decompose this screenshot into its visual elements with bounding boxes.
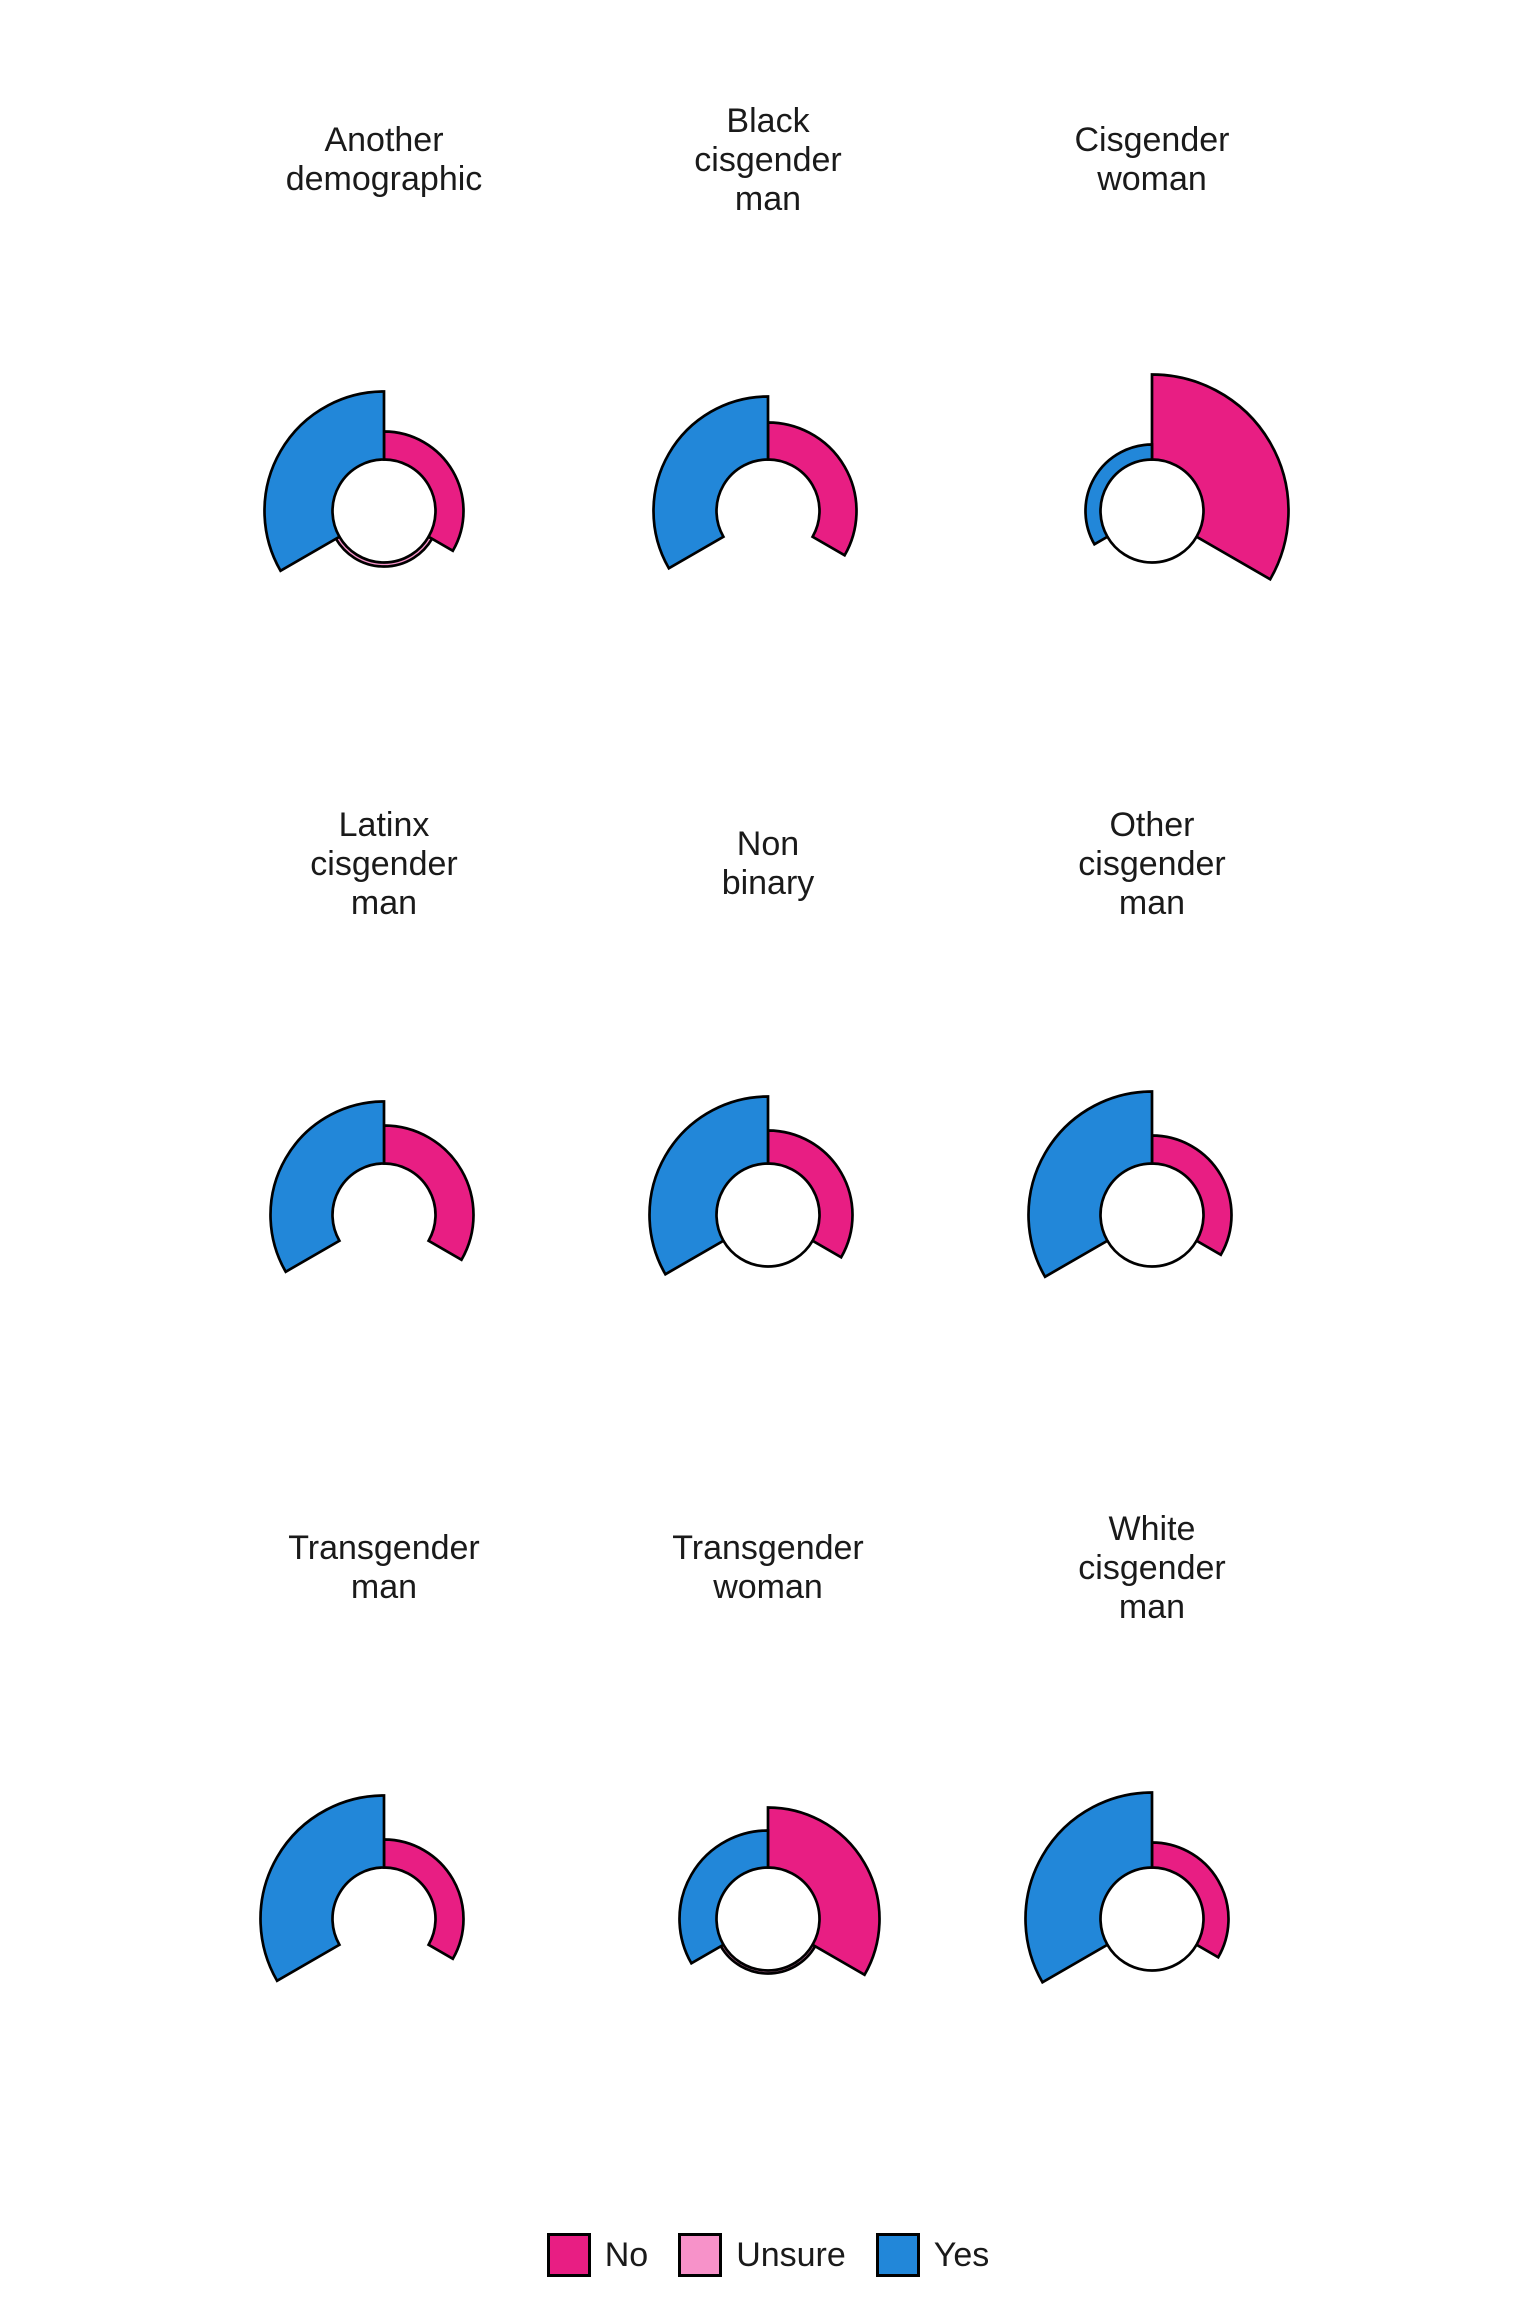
donut-segment-no	[766, 1806, 881, 1977]
donut-segment-no	[1150, 373, 1290, 582]
legend-swatch-unsure-icon	[678, 2233, 723, 2277]
donut-chart-another-demographic	[263, 390, 465, 573]
legend-item-no: No	[546, 2233, 649, 2277]
donut-chart-black-cisgender-man	[652, 395, 858, 571]
donut-segment-unsure	[1106, 1240, 1198, 1268]
donut-segment-yes	[648, 1095, 770, 1277]
legend-item-unsure: Unsure	[678, 2233, 846, 2277]
donut-segment-unsure	[1106, 536, 1198, 564]
facet-black-cisgender-man: Black cisgender man	[576, 0, 960, 704]
legend-swatch-yes-icon	[875, 2233, 920, 2277]
facet-transgender-woman: Transgender woman	[576, 1408, 960, 2112]
facet-latinx-cisgender-man: Latinx cisgender man	[192, 704, 576, 1408]
donut-segment-yes	[269, 1100, 386, 1274]
facet-white-cisgender-man: White cisgender man	[960, 1408, 1344, 2112]
donut-segment-yes	[1084, 443, 1154, 547]
donut-segment-no	[382, 1838, 465, 1961]
legend-label-no: No	[604, 2235, 649, 2274]
legend-swatch-no-icon	[546, 2233, 591, 2277]
donut-segment-no	[382, 1124, 475, 1262]
donut-segment-unsure	[1106, 1944, 1198, 1972]
donut-chart-transgender-man	[259, 1794, 465, 1983]
donut-chart-cisgender-woman	[1084, 373, 1290, 582]
donut-segment-yes	[1024, 1791, 1154, 1985]
facet-title: Transgender man	[288, 1529, 480, 1606]
facet-title: Other cisgender man	[1078, 805, 1226, 922]
donut-chart-other-cisgender-man	[1027, 1090, 1233, 1279]
donut-segment-yes	[652, 395, 770, 571]
facet-title: Another demographic	[285, 121, 483, 198]
donut-chart-white-cisgender-man	[1024, 1791, 1230, 1985]
legend-label-yes: Yes	[933, 2235, 990, 2274]
donut-segment-yes	[263, 390, 386, 573]
donut-segment-unsure	[718, 1942, 818, 1975]
donut-segment-no	[382, 430, 465, 553]
legend-label-unsure: Unsure	[736, 2235, 846, 2274]
facet-title: White cisgender man	[1078, 1509, 1226, 1626]
donut-segment-no	[1150, 1134, 1233, 1257]
facet-title: Black cisgender man	[694, 101, 842, 218]
donut-segment-unsure	[722, 1240, 814, 1268]
donut-segment-no	[1150, 1841, 1230, 1960]
facet-other-cisgender-man: Other cisgender man	[960, 704, 1344, 1408]
donut-segment-no	[766, 1129, 854, 1260]
legend: No Unsure Yes	[0, 2232, 1536, 2278]
donut-segment-yes	[259, 1794, 386, 1983]
facet-cisgender-woman: Cisgender woman	[960, 0, 1344, 704]
donut-chart-transgender-woman	[678, 1806, 881, 1977]
facet-another-demographic: Another demographic	[192, 0, 576, 704]
facet-title: Latinx cisgender man	[310, 805, 458, 922]
donut-segment-unsure	[334, 534, 434, 568]
donut-segment-yes	[678, 1829, 770, 1966]
facet-title: Transgender woman	[672, 1529, 864, 1606]
facet-title: Cisgender woman	[1074, 121, 1230, 198]
legend-item-yes: Yes	[875, 2233, 990, 2277]
donut-chart-non-binary	[648, 1095, 854, 1277]
facet-title: Non binary	[721, 825, 815, 902]
facet-transgender-man: Transgender man	[192, 1408, 576, 2112]
donut-chart-latinx-cisgender-man	[269, 1100, 475, 1274]
facet-non-binary: Non binary	[576, 704, 960, 1408]
donut-segment-yes	[1027, 1090, 1154, 1279]
donut-segment-no	[766, 421, 858, 558]
